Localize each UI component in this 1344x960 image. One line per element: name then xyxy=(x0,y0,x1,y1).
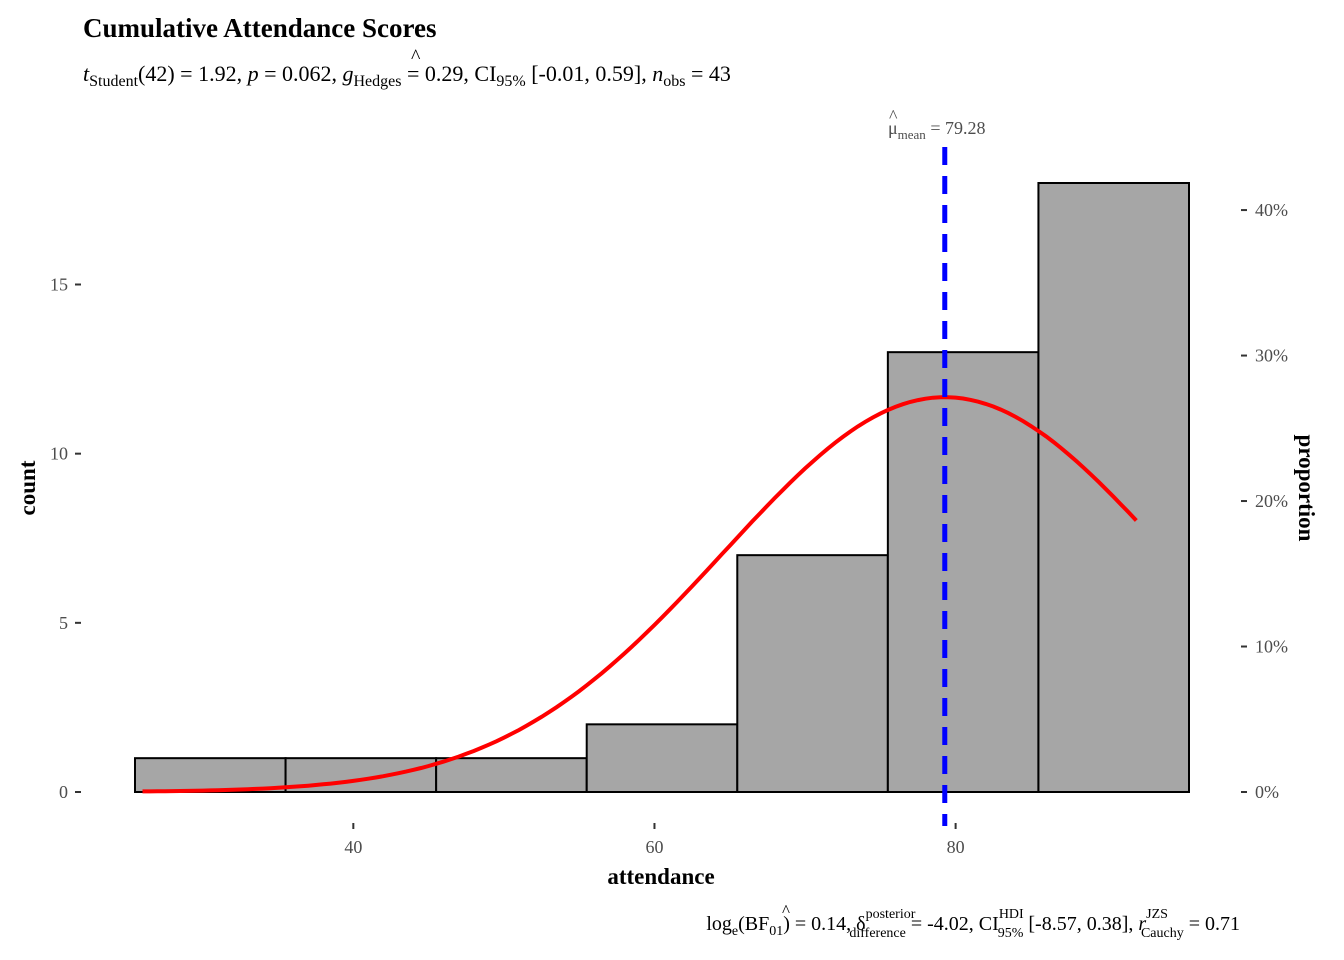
y2-axis-label: proportion xyxy=(1294,435,1319,542)
mean-hat-mark: ^ xyxy=(889,106,898,126)
y2-tick-label: 10% xyxy=(1255,637,1288,657)
y2-tick-label: 20% xyxy=(1255,491,1288,511)
y2-axis: 0% 10% 20% 30% 40% xyxy=(1241,200,1288,802)
g-hat-mark: ^ xyxy=(411,46,421,68)
chart-caption: loge(BF01) = 0.14, δposterior difference … xyxy=(706,907,1240,941)
mean-label: μmean = 79.28 xyxy=(888,118,985,142)
normal-curve-line xyxy=(142,395,1138,794)
y2-tick-label: 0% xyxy=(1255,782,1279,802)
y-tick-label: 15 xyxy=(50,275,68,295)
y-axis-label: count xyxy=(15,460,40,515)
chart-subtitle: tStudent(42) = 1.92, p = 0.062, gHedges … xyxy=(83,61,731,90)
normal-curve-layer xyxy=(142,395,1138,794)
y-tick-label: 5 xyxy=(59,613,68,633)
y-tick-label: 0 xyxy=(59,782,68,802)
delta-hat-mark: ^ xyxy=(782,901,790,920)
histogram-bars xyxy=(134,182,1191,794)
y-tick-label: 10 xyxy=(50,444,68,464)
x-tick-label: 80 xyxy=(947,837,965,857)
histogram-bar-6 xyxy=(886,351,1040,793)
x-tick-label: 60 xyxy=(645,837,663,857)
x-axis-label: attendance xyxy=(607,864,714,889)
histogram-bar-7 xyxy=(1037,182,1191,793)
histogram-bar-4 xyxy=(585,723,739,793)
histogram-bar-3 xyxy=(435,757,588,794)
x-axis: 40 60 80 xyxy=(344,823,965,857)
histogram-bar-5 xyxy=(736,554,889,794)
y-axis: 0 5 10 15 xyxy=(50,275,81,802)
y2-tick-label: 30% xyxy=(1255,346,1288,366)
histogram-bar-1 xyxy=(134,757,287,794)
chart-title: Cumulative Attendance Scores xyxy=(83,13,436,43)
y2-tick-label: 40% xyxy=(1255,200,1288,220)
x-tick-label: 40 xyxy=(344,837,362,857)
